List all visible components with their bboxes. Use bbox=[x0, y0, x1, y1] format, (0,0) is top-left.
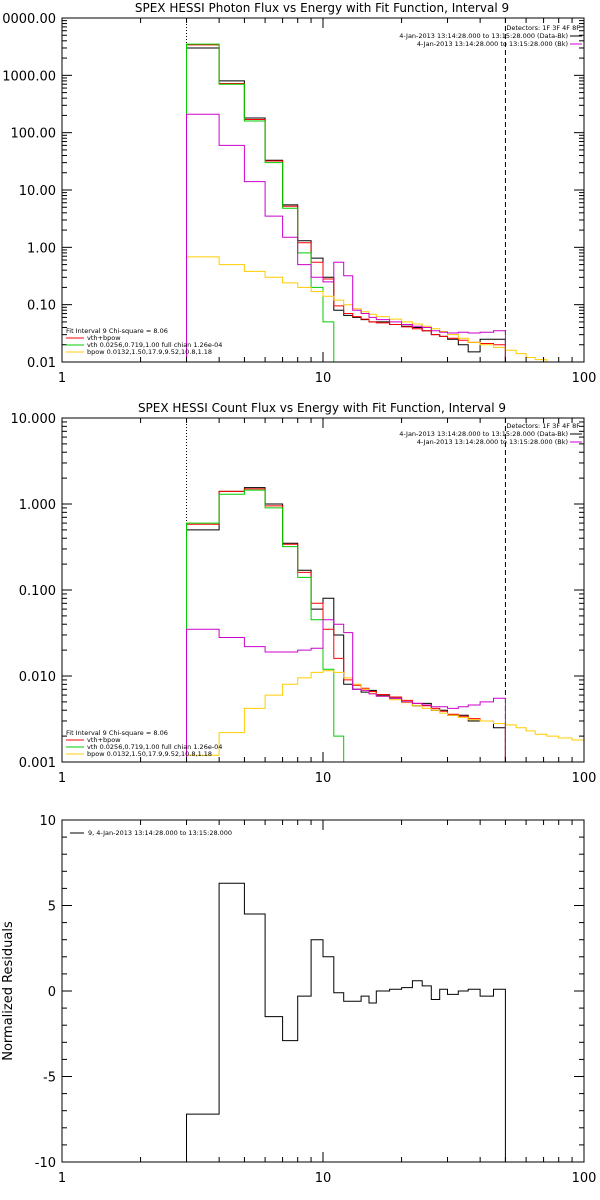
photon-flux-series-bpow bbox=[186, 256, 559, 362]
photon-flux-data-interval-label: 4-Jan-2013 13:14:28.000 to 13:15:28.000 … bbox=[399, 32, 568, 40]
residuals-legend: 9, 4-Jan-2013 13:14:28.000 to 13:15:28.0… bbox=[70, 829, 232, 837]
residuals-series-total bbox=[186, 882, 506, 1162]
photon-flux-model-legend-label: vth+bpow bbox=[87, 334, 121, 342]
residuals-y-tick-label: -5 bbox=[43, 1071, 56, 1086]
count-flux-x-tick-label: 10 bbox=[315, 771, 332, 786]
photon-flux-bk-interval-label: 4-Jan-2013 13:14:28.000 to 13:15:28.000 … bbox=[417, 40, 568, 48]
photon-flux-x-tick-label: 10 bbox=[315, 371, 332, 386]
photon-flux-bpow-legend-label: bpow 0.0132,1.50,17.9,9.52,10.8,1.18 bbox=[87, 348, 212, 356]
photon-flux-y-tick-label: 10.00 bbox=[19, 184, 56, 199]
count-flux-data-interval-label: 4-Jan-2013 13:14:28.000 to 13:15:28.000 … bbox=[399, 430, 568, 438]
residuals-x-tick-label: 10 bbox=[315, 1171, 332, 1186]
count-flux-annotations-bottom-left: Fit Interval 9 Chi-square = 8.06 vth+bpo… bbox=[66, 729, 222, 758]
photon-flux-title: SPEX HESSI Photon Flux vs Energy with Fi… bbox=[135, 1, 509, 15]
photon-flux-y-tick-label: 0.10 bbox=[27, 299, 56, 314]
photon-flux-series-total bbox=[186, 47, 506, 362]
count-flux-ticks: 1 10 100 0.001 0.010 0.100 1.000 10.000 bbox=[11, 412, 597, 786]
residuals-y-tick-label: 10 bbox=[39, 814, 56, 829]
count-flux-fit-interval-label: Fit Interval 9 Chi-square = 8.06 bbox=[66, 729, 168, 737]
photon-flux-y-tick-label: 1000.00 bbox=[2, 69, 56, 84]
count-flux-annotations-top-right: Detectors: 1F 3F 4F 8F 4-Jan-2013 13:14:… bbox=[399, 422, 582, 446]
photon-flux-y-tick-label: 0.01 bbox=[27, 356, 56, 371]
count-flux-panel: SPEX HESSI Count Flux vs Energy with Fit… bbox=[11, 401, 597, 786]
count-flux-plot-area bbox=[186, 418, 584, 762]
photon-flux-y-tick-label: 100.00 bbox=[11, 127, 57, 142]
residuals-x-tick-label: 100 bbox=[572, 1171, 597, 1186]
count-flux-y-tick-label: 0.001 bbox=[19, 756, 56, 771]
count-flux-series-vth bbox=[186, 489, 345, 762]
residuals-y-tick-label: -10 bbox=[35, 1156, 56, 1171]
residuals-series-group bbox=[186, 882, 506, 1162]
residuals-y-axis-label: Normalized Residuals bbox=[1, 921, 16, 1061]
count-flux-vth-legend-label: vth 0.0256,0.719,1.00 full chian 1.26e-0… bbox=[87, 743, 222, 751]
count-flux-bpow-legend-label: bpow 0.0132,1.50,17.9,9.52,10.8,1.18 bbox=[87, 750, 212, 758]
residuals-x-tick-label: 1 bbox=[58, 1171, 66, 1186]
residuals-panel: 1 10 100 -10 -5 0 5 10 Normalized Residuals 9, … bbox=[1, 814, 596, 1186]
residuals-y-tick-label: 5 bbox=[48, 900, 56, 915]
photon-flux-x-tick-label: 1 bbox=[58, 371, 66, 386]
photon-flux-annotations-top-right: Detectors: 1F 3F 4F 8F 4-Jan-2013 13:14:… bbox=[399, 24, 582, 48]
count-flux-series-bpow bbox=[186, 670, 584, 762]
photon-flux-vth-legend-label: vth 0.0256,0.719,1.00 full chian 1.26e-0… bbox=[87, 341, 222, 349]
photon-flux-series-model bbox=[186, 44, 506, 362]
photon-flux-y-tick-label: 0000.00 bbox=[2, 12, 56, 27]
photon-flux-plot-area bbox=[186, 18, 559, 362]
photon-flux-annotations-bottom-left: Fit Interval 9 Chi-square = 8.06 vth+bpo… bbox=[66, 327, 222, 356]
photon-flux-series-bk bbox=[186, 113, 506, 362]
count-flux-series-group bbox=[186, 418, 584, 762]
count-flux-model-legend-label: vth+bpow bbox=[87, 736, 121, 744]
photon-flux-x-tick-label: 100 bbox=[572, 371, 597, 386]
residuals-ticks: 1 10 100 -10 -5 0 5 10 bbox=[35, 814, 597, 1186]
residuals-plot-area bbox=[186, 882, 506, 1162]
count-flux-y-tick-label: 1.000 bbox=[19, 498, 56, 513]
count-flux-bk-interval-label: 4-Jan-2013 13:14:28.000 to 13:15:28.000 … bbox=[417, 438, 568, 446]
count-flux-series-bk bbox=[186, 619, 506, 762]
count-flux-x-tick-label: 100 bbox=[572, 771, 597, 786]
photon-flux-series-vth bbox=[186, 43, 344, 362]
residuals-legend-label: 9, 4-Jan-2013 13:14:28.000 to 13:15:28.0… bbox=[88, 829, 232, 837]
count-flux-x-tick-label: 1 bbox=[58, 771, 66, 786]
photon-flux-ticks: 1 10 100 0.01 0.10 1.00 10.00 100.00 1000.00 0000… bbox=[2, 12, 596, 386]
photon-flux-panel: SPEX HESSI Photon Flux vs Energy with Fi… bbox=[2, 1, 596, 386]
photon-flux-detectors-label: Detectors: 1F 3F 4F 8F bbox=[506, 24, 580, 32]
photon-flux-fit-interval-label: Fit Interval 9 Chi-square = 8.06 bbox=[66, 327, 168, 335]
count-flux-y-tick-label: 0.100 bbox=[19, 584, 56, 599]
count-flux-y-tick-label: 0.010 bbox=[19, 670, 56, 685]
count-flux-series-total bbox=[186, 487, 506, 762]
count-flux-detectors-label: Detectors: 1F 3F 4F 8F bbox=[506, 422, 580, 430]
count-flux-series-model bbox=[186, 488, 506, 762]
photon-flux-series-group bbox=[186, 18, 559, 362]
residuals-y-tick-label: 0 bbox=[48, 985, 56, 1000]
count-flux-title: SPEX HESSI Count Flux vs Energy with Fit… bbox=[138, 401, 506, 415]
count-flux-y-tick-label: 10.000 bbox=[11, 412, 57, 427]
photon-flux-y-tick-label: 1.00 bbox=[27, 241, 56, 256]
